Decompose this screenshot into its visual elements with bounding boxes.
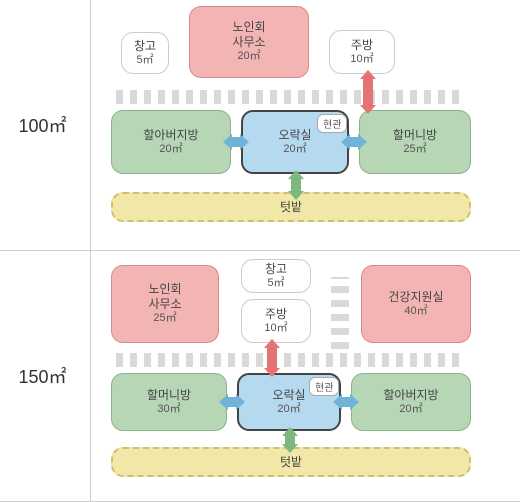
room-title: 텃밭: [280, 455, 302, 470]
plan-size-label: 100㎡: [0, 112, 90, 138]
room-area: 25㎡: [403, 143, 426, 157]
plan-canvas: 창고5㎡노인회사무소25㎡주방10㎡건강지원실40㎡할머니방30㎡오락실20㎡할…: [90, 251, 520, 501]
room-box: 노인회사무소20㎡: [189, 6, 309, 78]
room-area: 20㎡: [159, 143, 182, 157]
room-area: 5㎡: [267, 277, 284, 291]
flow-arrow: [219, 395, 245, 409]
room-area: 20㎡: [399, 403, 422, 417]
room-title: 할아버지방: [383, 388, 438, 403]
room-box: 할아버지방20㎡: [111, 110, 231, 174]
room-title: 할머니방: [147, 388, 191, 403]
flow-arrow: [265, 339, 279, 377]
room-title: 할머니방: [393, 128, 437, 143]
room-area: 20㎡: [237, 50, 260, 64]
room-area: 20㎡: [277, 403, 300, 417]
plan-size-label: 150㎡: [0, 363, 90, 389]
room-box: 할머니방25㎡: [359, 110, 471, 174]
flow-arrow: [289, 170, 303, 200]
room-box: 건강지원실40㎡: [361, 265, 471, 343]
flow-arrow: [341, 135, 367, 149]
room-area: 10㎡: [264, 322, 287, 336]
room-box: 할아버지방20㎡: [351, 373, 471, 431]
room-area: 25㎡: [153, 312, 176, 326]
room-title: 오락실: [278, 128, 311, 143]
room-title: 창고: [265, 262, 287, 277]
room-area: 20㎡: [283, 143, 306, 157]
flow-arrow: [283, 427, 297, 453]
room-box: 할머니방30㎡: [111, 373, 227, 431]
room-title: 건강지원실: [388, 290, 443, 305]
flow-arrow: [333, 395, 359, 409]
corridor-horizontal: [116, 90, 466, 104]
room-box: 노인회사무소25㎡: [111, 265, 219, 343]
room-title: 오락실: [272, 388, 305, 403]
room-title: 창고: [134, 39, 156, 54]
room-area: 10㎡: [350, 53, 373, 67]
room-title: 주방: [351, 38, 373, 53]
room-box: 주방10㎡: [329, 30, 395, 74]
corridor-vertical: [331, 277, 349, 349]
corridor-horizontal: [116, 353, 466, 367]
room-area: 40㎡: [404, 305, 427, 319]
room-area: 5㎡: [136, 54, 153, 68]
room-box: 창고5㎡: [121, 32, 169, 74]
room-area: 30㎡: [157, 403, 180, 417]
entrance-label: 현관: [317, 114, 347, 133]
plan-canvas: 창고5㎡노인회사무소20㎡주방10㎡할아버지방20㎡오락실20㎡할머니방25㎡텃…: [90, 0, 520, 250]
room-title: 텃밭: [280, 200, 302, 215]
floorplan-2: 150㎡ 창고5㎡ 노인회사무소25㎡ 주방10㎡ 건강지원실40㎡ 할머니방30㎡ 오락실…: [0, 251, 520, 502]
room-box: 주방10㎡: [241, 299, 311, 343]
floorplan-1: 100㎡창고5㎡노인회사무소20㎡주방10㎡할아버지방20㎡오락실20㎡할머니방…: [0, 0, 520, 251]
room-title: 할아버지방: [143, 128, 198, 143]
room-box: 창고5㎡: [241, 259, 311, 293]
flow-arrow: [361, 70, 375, 114]
room-title: 노인회사무소: [148, 282, 181, 312]
flow-arrow: [223, 135, 249, 149]
room-title: 노인회사무소: [232, 20, 265, 50]
room-title: 주방: [265, 307, 287, 322]
